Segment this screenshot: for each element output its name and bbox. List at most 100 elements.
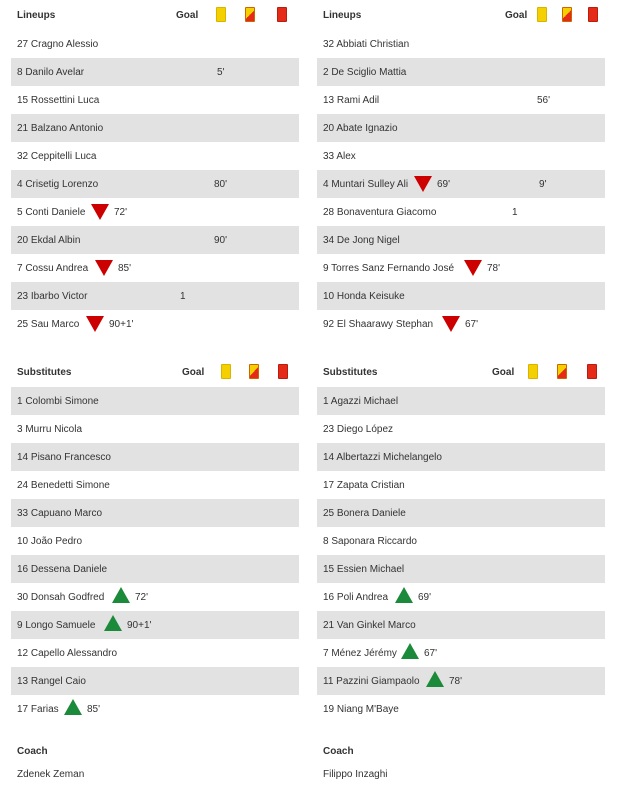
player-row: 4 Crisetig Lorenzo 80' bbox=[11, 170, 299, 198]
player-row: 8 Danilo Avelar 5' bbox=[11, 58, 299, 86]
sub-in-icon bbox=[395, 587, 413, 603]
player-name: 34 De Jong Nigel bbox=[323, 235, 400, 246]
player-row: 21 Balzano Antonio bbox=[11, 114, 299, 142]
player-name: 19 Niang M'Baye bbox=[323, 704, 399, 715]
player-name: 11 Pazzini Giampaolo bbox=[323, 676, 420, 687]
player-name: 1 Colombi Simone bbox=[17, 396, 99, 407]
player-name: 30 Donsah Godfred bbox=[17, 592, 105, 603]
player-row: 13 Rami Adil 56' bbox=[317, 86, 605, 114]
player-row: 10 João Pedro bbox=[11, 527, 299, 555]
home-substitutes-list: 1 Colombi Simone 3 Murru Nicola 14 Pisan… bbox=[11, 387, 299, 723]
player-row: 27 Cragno Alessio bbox=[11, 30, 299, 58]
home-subs-goal-label: Goal bbox=[182, 367, 205, 378]
away-substitutes-header: Substitutes Goal bbox=[317, 357, 605, 387]
player-name: 13 Rami Adil bbox=[323, 95, 380, 106]
yellow-card-icon bbox=[528, 364, 538, 379]
goal-minute: 1 bbox=[512, 207, 518, 218]
sub-minute: 90+1' bbox=[127, 620, 152, 631]
sub-minute: 69' bbox=[418, 592, 432, 603]
sub-minute: 72' bbox=[135, 592, 149, 603]
sub-minute: 90+1' bbox=[109, 319, 134, 330]
sub-minute: 67' bbox=[424, 648, 438, 659]
player-name: 23 Diego López bbox=[323, 424, 394, 435]
player-name: 10 Honda Keisuke bbox=[323, 291, 405, 302]
player-name: 15 Rossettini Luca bbox=[17, 95, 100, 106]
player-row: 2 De Sciglio Mattia bbox=[317, 58, 605, 86]
sub-minute: 78' bbox=[449, 676, 463, 687]
home-goal-label: Goal bbox=[176, 10, 199, 21]
home-substitutes-title: Substitutes bbox=[17, 367, 72, 378]
sub-out-icon bbox=[442, 316, 460, 332]
second-yellow-card-icon bbox=[557, 364, 567, 379]
player-row: 20 Ekdal Albin 90' bbox=[11, 226, 299, 254]
sub-out-icon bbox=[95, 260, 113, 276]
yellow-card-icon bbox=[216, 7, 226, 22]
player-row: 92 El Shaarawy Stephan 67' bbox=[317, 310, 605, 338]
player-row: 1 Agazzi Michael bbox=[317, 387, 605, 415]
home-coach-name: Zdenek Zeman bbox=[17, 769, 85, 780]
home-lineups-header: Lineups Goal bbox=[11, 0, 299, 30]
player-name: 7 Ménez Jérémy bbox=[323, 648, 397, 659]
away-coach-title: Coach bbox=[323, 746, 354, 757]
player-row: 25 Sau Marco 90+1' bbox=[11, 310, 299, 338]
player-row: 33 Alex bbox=[317, 142, 605, 170]
sub-out-icon bbox=[464, 260, 482, 276]
player-name: 1 Agazzi Michael bbox=[323, 396, 399, 407]
red-card-icon bbox=[588, 7, 598, 22]
player-row: 16 Poli Andrea 69' bbox=[317, 583, 605, 611]
sub-in-icon bbox=[401, 643, 419, 659]
player-row: 9 Longo Samuele 90+1' bbox=[11, 611, 299, 639]
player-name: 32 Ceppitelli Luca bbox=[17, 151, 97, 162]
player-name: 16 Poli Andrea bbox=[323, 592, 389, 603]
player-name: 16 Dessena Daniele bbox=[17, 564, 108, 575]
player-name: 4 Muntari Sulley Ali bbox=[323, 179, 409, 190]
player-row: 32 Ceppitelli Luca bbox=[11, 142, 299, 170]
sub-minute: 72' bbox=[114, 207, 128, 218]
player-row: 15 Rossettini Luca bbox=[11, 86, 299, 114]
player-name: 13 Rangel Caio bbox=[17, 676, 86, 687]
player-name: 28 Bonaventura Giacomo bbox=[323, 207, 437, 218]
sub-minute: 85' bbox=[118, 263, 132, 274]
player-name: 7 Cossu Andrea bbox=[17, 263, 89, 274]
player-name: 24 Benedetti Simone bbox=[17, 480, 110, 491]
red-card-icon bbox=[587, 364, 597, 379]
home-lineups-section: Lineups Goal 27 Cragno Alessio 8 Danilo … bbox=[11, 0, 299, 338]
yellow-card-icon bbox=[537, 7, 547, 22]
away-lineups-title: Lineups bbox=[323, 10, 362, 21]
player-row: 28 Bonaventura Giacomo 1 bbox=[317, 198, 605, 226]
player-name: 20 Abate Ignazio bbox=[323, 123, 398, 134]
player-row: 14 Albertazzi Michelangelo bbox=[317, 443, 605, 471]
away-lineups-header: Lineups Goal bbox=[317, 0, 605, 30]
player-row: 15 Essien Michael bbox=[317, 555, 605, 583]
goal-minute: 90' bbox=[214, 235, 228, 246]
away-goal-label: Goal bbox=[505, 10, 528, 21]
player-name: 5 Conti Daniele bbox=[17, 207, 86, 218]
player-name: 9 Torres Sanz Fernando José bbox=[323, 263, 455, 274]
player-row: 33 Capuano Marco bbox=[11, 499, 299, 527]
red-card-icon bbox=[277, 7, 287, 22]
goal-minute: 80' bbox=[214, 179, 228, 190]
player-name: 8 Danilo Avelar bbox=[17, 67, 85, 78]
player-name: 10 João Pedro bbox=[17, 536, 83, 547]
player-name: 20 Ekdal Albin bbox=[17, 235, 81, 246]
sub-minute: 85' bbox=[87, 704, 101, 715]
player-row: 7 Cossu Andrea 85' bbox=[11, 254, 299, 282]
sub-in-icon bbox=[112, 587, 130, 603]
away-substitutes-list: 1 Agazzi Michael 23 Diego López 14 Alber… bbox=[317, 387, 605, 723]
player-row: 23 Ibarbo Victor 1 bbox=[11, 282, 299, 310]
goal-minute: 56' bbox=[537, 95, 551, 106]
sub-in-icon bbox=[64, 699, 82, 715]
player-row: 1 Colombi Simone bbox=[11, 387, 299, 415]
home-coach-title: Coach bbox=[17, 746, 48, 757]
player-row: 9 Torres Sanz Fernando José 78' bbox=[317, 254, 605, 282]
player-name: 92 El Shaarawy Stephan bbox=[323, 319, 434, 330]
player-name: 12 Capello Alessandro bbox=[17, 648, 118, 659]
player-row: 32 Abbiati Christian bbox=[317, 30, 605, 58]
player-name: 4 Crisetig Lorenzo bbox=[17, 179, 99, 190]
goal-minute: 5' bbox=[217, 67, 225, 78]
player-name: 3 Murru Nicola bbox=[17, 424, 83, 435]
player-name: 33 Alex bbox=[323, 151, 356, 162]
player-row: 19 Niang M'Baye bbox=[317, 695, 605, 723]
away-lineups-section: Lineups Goal 32 Abbiati Christian 2 De S… bbox=[317, 0, 605, 338]
player-row: 17 Zapata Cristian bbox=[317, 471, 605, 499]
